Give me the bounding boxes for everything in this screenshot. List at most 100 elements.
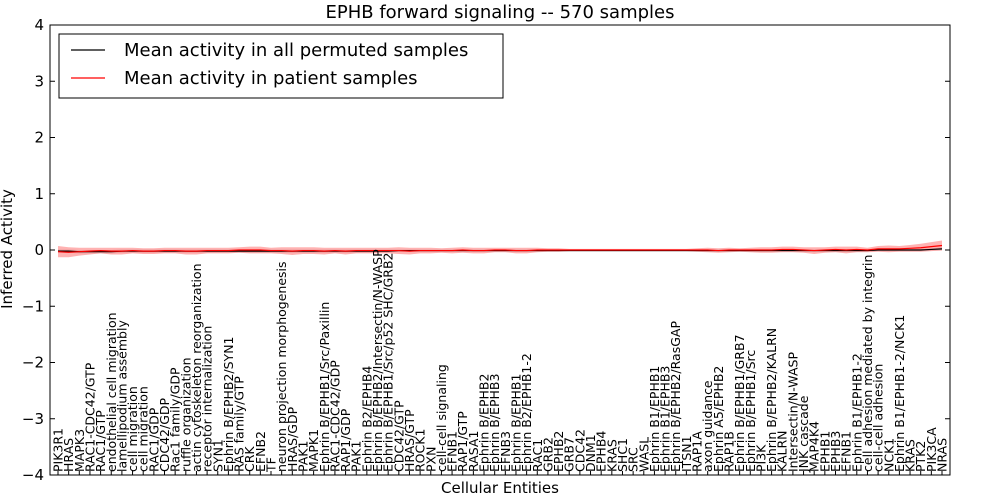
x-tick-label: NRAS xyxy=(935,438,950,472)
line-patient xyxy=(57,244,943,253)
x-tick-label: Ephrin B2/EPHB1-2 xyxy=(519,353,534,472)
x-tick-label: Ephrin B1/EPHB1 xyxy=(647,366,662,472)
x-tick-label: lamellipodium assembly xyxy=(114,320,129,472)
x-tick-label: EFNB1 xyxy=(839,431,854,472)
x-tick-label: PTK2 xyxy=(913,441,928,472)
y-axis-label: Inferred Activity xyxy=(0,189,16,309)
x-tick-label: GRB2 xyxy=(540,437,555,472)
x-tick-label: PIK3R1 xyxy=(51,428,66,472)
x-tick-label: CRK xyxy=(242,446,257,472)
x-tick-label: PIK3CA xyxy=(924,427,939,472)
x-tick-label: RAP1A xyxy=(690,431,705,472)
plot-frame xyxy=(49,24,951,476)
y-tick-label: 4 xyxy=(34,16,44,34)
x-tick-label: Ephrin B1/EPHB3 xyxy=(658,366,673,472)
x-tick-label: MAPK3 xyxy=(72,429,87,472)
x-tick-label: axon guidance xyxy=(700,380,715,472)
x-tick-label: Ephrin B/EPHB2/KALRN xyxy=(764,328,779,472)
x-tick-label: ROCK1 xyxy=(413,429,428,472)
x-axis-label: Cellular Entities xyxy=(441,479,559,497)
x-tick-label: EFNB3 xyxy=(498,431,513,472)
x-tick-label: HRAS/GTP xyxy=(402,409,417,472)
legend-label-patient: Mean activity in patient samples xyxy=(124,68,418,89)
x-tick-label: NCK1 xyxy=(881,438,896,472)
x-tick-labels: PIK3R1HRASMAPK3RAC1-CDC42/GTPRAC1/GTPend… xyxy=(51,249,950,475)
y-tick-label: −3 xyxy=(22,410,44,428)
chart-title: EPHB forward signaling -- 570 samples xyxy=(326,2,675,23)
x-tick-label: ruffle organization xyxy=(178,357,193,472)
x-tick-label: RASA1 xyxy=(466,431,481,472)
x-tick-label: Ephrin B/EPHB1 xyxy=(508,374,523,472)
x-tick-label: PXN xyxy=(423,447,438,472)
series-lines xyxy=(57,244,943,253)
x-tick-label: Ephrin B/EPHB2/Intersectin/N-WASP xyxy=(370,249,385,472)
y-ticks: −4 −3 −2 −1 0 1 2 3 4 xyxy=(22,16,950,484)
x-tick-label: Ephrin B/EPHB2 xyxy=(477,374,492,472)
x-tick-label: Intersectin/N-WASP xyxy=(785,352,800,472)
x-tick-label: EFNB1 xyxy=(445,431,460,472)
x-tick-label: Ephrin B/EPHB3 xyxy=(487,374,502,472)
x-tick-label: EPHB4 xyxy=(594,431,609,472)
x-tick-label: Ephrin B2/EPHB4 xyxy=(359,366,374,472)
x-tick-label: PAK1 xyxy=(295,441,310,472)
legend-label-permuted: Mean activity in all permuted samples xyxy=(124,40,468,61)
x-tick-label: Ephrin B/EPHB1/GRB7 xyxy=(732,334,747,472)
x-tick-label: EPHB2 xyxy=(551,431,566,472)
x-tick-label: RAC1-CDC42/GTP xyxy=(82,362,97,472)
x-tick-label: JNK cascade xyxy=(796,395,811,473)
legend-box xyxy=(58,33,504,99)
x-tick-label: RAC1 xyxy=(530,439,545,472)
x-tick-label: GRB7 xyxy=(562,437,577,472)
x-tick-label: Ephrin B/EPHB2/SYN1 xyxy=(221,337,236,473)
y-tick-label: 1 xyxy=(34,185,44,203)
x-tick-label: CDC42/GDP xyxy=(157,397,172,472)
x-tick-label: HRAS/GDP xyxy=(285,406,300,472)
x-tick-label: Ephrin B/EPHB1/Src xyxy=(743,350,758,472)
x-tick-label: cell migration xyxy=(136,386,151,472)
x-tick-label: SHC1 xyxy=(615,438,630,472)
x-tick-label: RAS family/GTP xyxy=(232,376,247,472)
x-tick-label: RAP1B xyxy=(721,431,736,472)
x-tick-label: cell migration xyxy=(125,386,140,472)
x-tick-label: KALRN xyxy=(775,430,790,472)
x-tick-label: Ephrin B1/EPHB1-2 xyxy=(849,353,864,472)
y-tick-label: −1 xyxy=(22,297,44,315)
x-tick-label: WASL xyxy=(636,437,651,472)
x-tick-label: RAP1/GDP xyxy=(338,408,353,472)
x-tick-label: Ephrin B1/EPHB1-2/NCK1 xyxy=(892,315,907,472)
x-tick-label: PAK1 xyxy=(349,441,364,472)
x-tick-label: endothelial cell migration xyxy=(104,312,119,472)
x-tick-label: CDC42/GTP xyxy=(391,400,406,472)
x-tick-label: cell adhesion mediated by integrin xyxy=(860,255,875,472)
x-tick-label: SRC xyxy=(626,447,641,472)
y-tick-label: 0 xyxy=(34,241,44,259)
y-tick-label: −4 xyxy=(22,466,44,484)
x-tick-label: cell-cell adhesion xyxy=(871,364,886,472)
x-tick-label: MAPK1 xyxy=(306,429,321,472)
x-tick-label: RAC1-CDC42/GDP xyxy=(327,360,342,472)
x-tick-label: Ephrin A5/EPHB2 xyxy=(711,366,726,472)
x-tick-label: neuron projection morphogenesis xyxy=(274,261,289,472)
x-tick-label: CDC42 xyxy=(572,429,587,472)
x-tick-label: EFNB2 xyxy=(253,431,268,472)
legend: Mean activity in all permuted samples Me… xyxy=(58,33,504,99)
x-tick-label: KRAS xyxy=(604,439,619,472)
x-tick-label: RAC1/GTP xyxy=(93,410,108,472)
x-tick-label: Ephrin B/EPHB1/Src/Paxillin xyxy=(317,302,332,472)
x-tick-label: actin cytoskeleton reorganization xyxy=(189,263,204,472)
x-tick-label: MAP4K4 xyxy=(807,421,822,472)
x-tick-label: EPHB1 xyxy=(817,431,832,472)
x-tick-label: PI3K xyxy=(753,444,768,472)
x-tick-label: Ephrin B/EPHB2/RasGAP xyxy=(668,321,683,472)
y-tick-label: 2 xyxy=(34,129,44,147)
x-tick-label: receptor internalization xyxy=(200,326,215,472)
y-tick-label: 3 xyxy=(34,72,44,90)
band-patient xyxy=(58,240,942,258)
x-tick-label: Rac1 family/GDP xyxy=(168,367,183,472)
x-tick-label: KRAS xyxy=(903,439,918,472)
x-tick-label: SYN1 xyxy=(210,439,225,472)
y-tick-label: −2 xyxy=(22,354,44,372)
x-tick-label: RAP1/GTP xyxy=(455,411,470,472)
